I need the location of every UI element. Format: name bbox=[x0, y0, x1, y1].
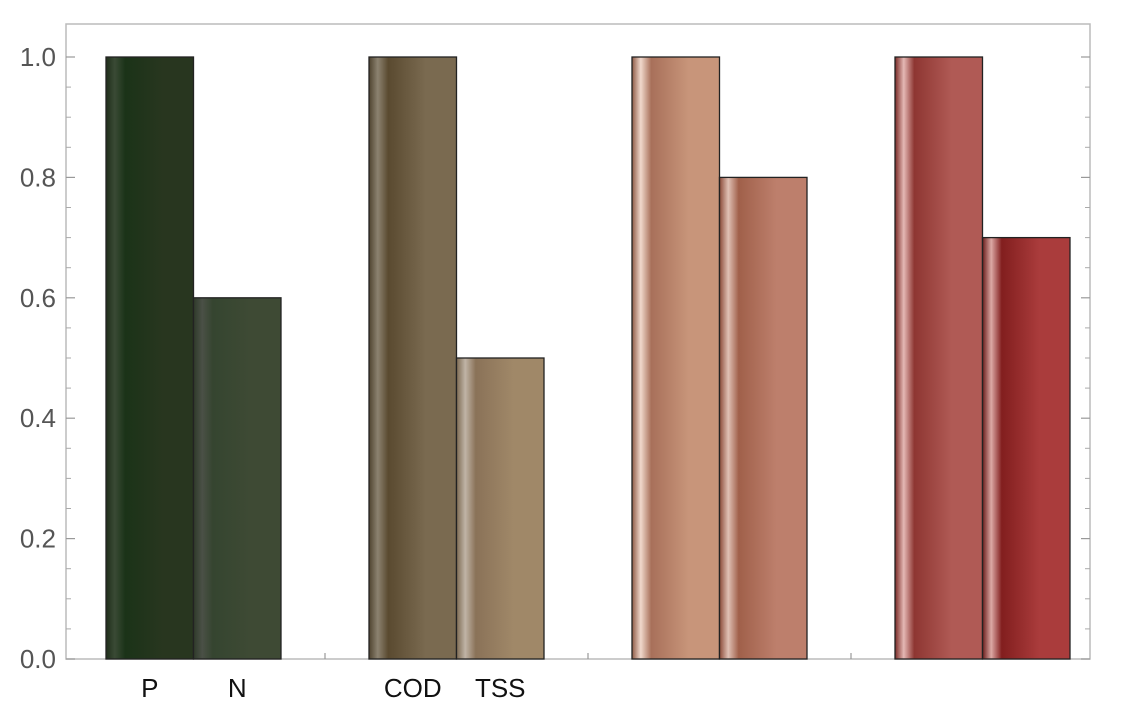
y-tick-label: 0.8 bbox=[20, 162, 56, 192]
y-tick-label: 1.0 bbox=[20, 42, 56, 72]
bars bbox=[105, 56, 1071, 660]
y-tick-label: 0.0 bbox=[20, 644, 56, 674]
x-category-label: TSS bbox=[475, 673, 526, 703]
x-category-label: COD bbox=[384, 673, 442, 703]
y-tick-label: 0.4 bbox=[20, 403, 56, 433]
x-category-label: P bbox=[141, 673, 158, 703]
bar-n bbox=[192, 297, 282, 660]
plot-frame bbox=[65, 23, 1091, 660]
bar-group3-bar1 bbox=[631, 56, 721, 660]
bar-group4-bar2 bbox=[981, 236, 1071, 660]
bar-tss bbox=[455, 357, 545, 660]
bar-group4-bar1 bbox=[894, 56, 984, 660]
y-axis: 0.0 0.2 0.4 0.6 0.8 1.0 bbox=[20, 42, 1090, 674]
y-tick-label: 0.6 bbox=[20, 283, 56, 313]
bar-cod bbox=[368, 56, 458, 660]
bar-p bbox=[105, 56, 195, 660]
category-labels: P N COD TSS bbox=[141, 673, 525, 703]
x-category-label: N bbox=[228, 673, 247, 703]
bar-group3-bar2 bbox=[718, 176, 808, 660]
y-tick-label: 0.2 bbox=[20, 524, 56, 554]
